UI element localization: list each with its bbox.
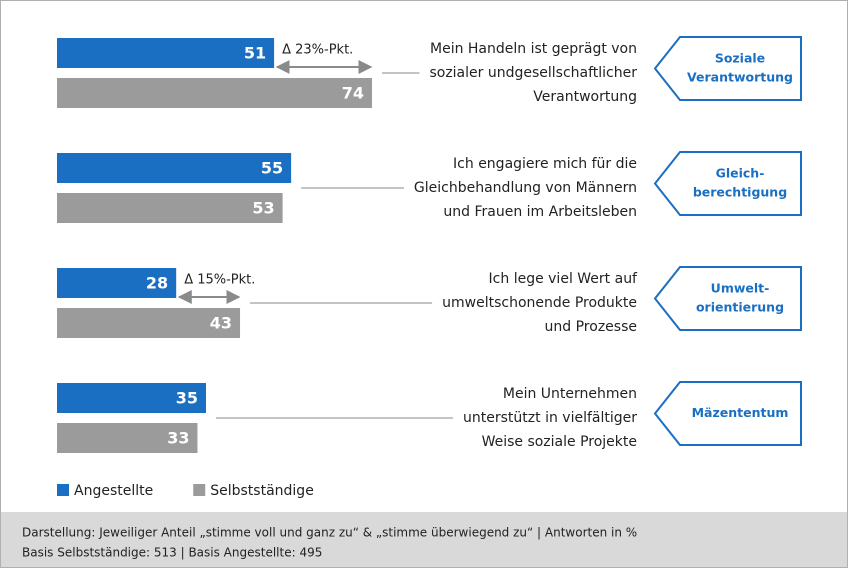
statement: Verantwortung	[533, 89, 637, 105]
statement: Weise soziale Projekte	[482, 434, 637, 450]
delta-label: Δ 23%-Pkt.	[282, 43, 353, 58]
statement: und Prozesse	[545, 319, 637, 335]
tag-label: Verantwortung	[687, 70, 793, 85]
bar	[57, 423, 198, 453]
footer-text: Darstellung: Jeweiliger Anteil „stimme v…	[22, 526, 637, 540]
bar	[57, 38, 275, 68]
statement: Mein Unternehmen	[503, 386, 637, 402]
tag-label: Soziale	[715, 51, 765, 66]
bar	[57, 268, 177, 298]
tag-label: orientierung	[696, 300, 784, 315]
tag-shape	[653, 36, 802, 101]
value-label: 28	[146, 274, 168, 293]
tag-label: Umwelt-	[711, 281, 770, 296]
value-label: 35	[176, 389, 198, 408]
tag-shape	[653, 151, 802, 216]
delta-label: Δ 15%-Pkt.	[184, 273, 255, 288]
tag-shape	[653, 266, 802, 331]
legend-label: Angestellte	[74, 483, 153, 499]
tag-shape	[653, 381, 802, 446]
value-label: 33	[167, 429, 189, 448]
tag-label: Mäzententum	[692, 405, 789, 420]
legend-label: Selbstständige	[210, 483, 314, 499]
tag-label: berechtigung	[693, 185, 787, 200]
legend-swatch	[57, 484, 69, 496]
bar	[57, 383, 206, 413]
statement: unterstützt in vielfältiger	[463, 410, 637, 426]
statement: und Frauen im Arbeitsleben	[443, 204, 637, 220]
statement: sozialer undgesellschaftlicher	[429, 65, 637, 81]
bar	[57, 193, 283, 223]
statement: Gleichbehandlung von Männern	[414, 180, 637, 196]
footer-text: Basis Selbstständige: 513 | Basis Angest…	[22, 546, 322, 560]
statement: Ich engagiere mich für die	[453, 156, 637, 172]
value-label: 55	[261, 159, 283, 178]
value-label: 74	[342, 84, 364, 103]
bar	[57, 78, 372, 108]
statement: Mein Handeln ist geprägt von	[430, 41, 637, 57]
tag-label: Gleich-	[716, 166, 765, 181]
statement: Ich lege viel Wert auf	[489, 271, 639, 287]
statement: umweltschonende Produkte	[442, 295, 637, 311]
value-label: 43	[210, 314, 232, 333]
footer-band	[1, 512, 847, 567]
bar	[57, 153, 292, 183]
legend-swatch	[193, 484, 206, 496]
value-label: 53	[252, 199, 274, 218]
value-label: 51	[244, 44, 266, 63]
bar	[57, 308, 241, 338]
